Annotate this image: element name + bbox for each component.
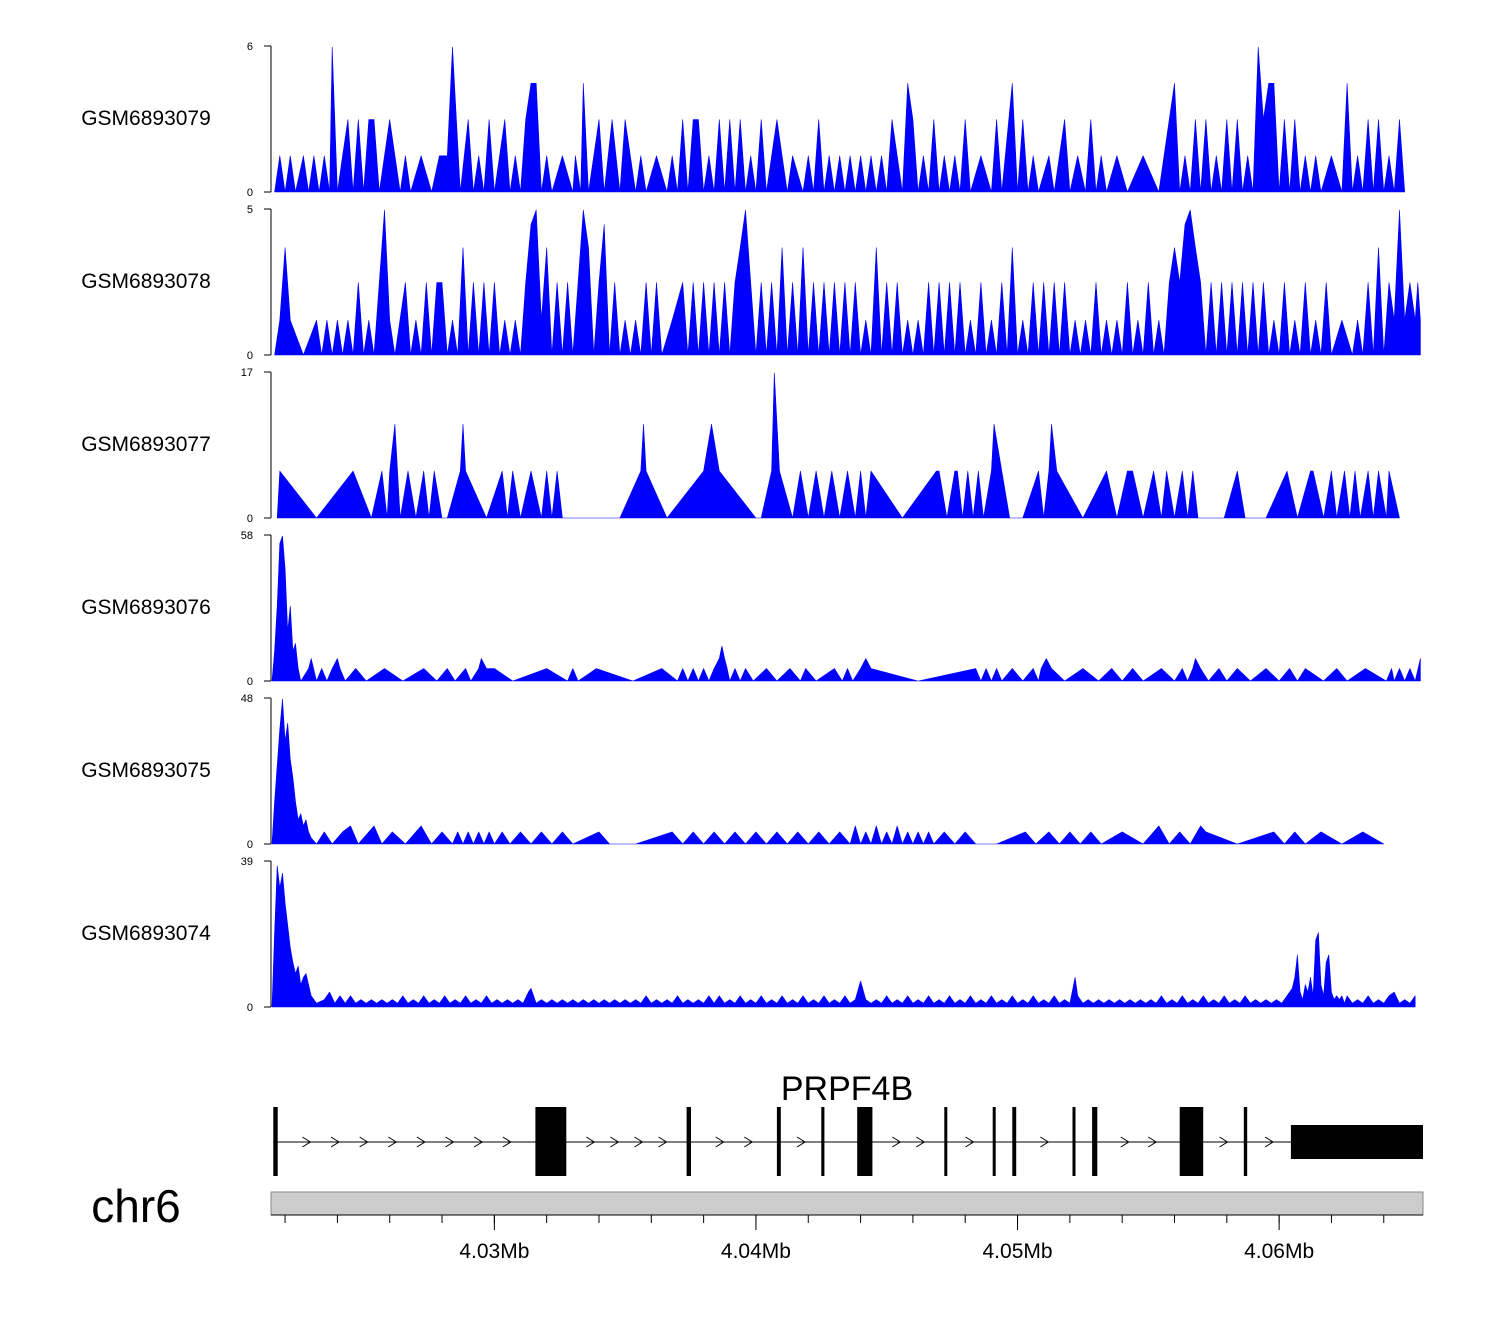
- coverage-area: [271, 865, 1416, 1008]
- strand-arrow: [445, 1136, 455, 1148]
- x-tick-label: 4.04Mb: [721, 1240, 791, 1263]
- exon: [944, 1107, 948, 1176]
- exon: [686, 1107, 691, 1176]
- strand-arrow: [610, 1136, 620, 1148]
- strand-arrow: [416, 1136, 426, 1148]
- track-GSM6893078: GSM6893078 5 0: [81, 204, 1421, 362]
- strand-arrow: [658, 1136, 668, 1148]
- y-tick-label: 5: [247, 204, 253, 216]
- x-tick-label: 4.03Mb: [459, 1240, 529, 1263]
- y-tick-label: 17: [241, 367, 253, 379]
- exon: [1072, 1107, 1076, 1176]
- coverage-area: [274, 209, 1421, 356]
- strand-arrow: [1147, 1136, 1158, 1148]
- strand-arrow: [715, 1136, 725, 1148]
- y-tick-label: 6: [247, 41, 253, 53]
- coverage-tracks: GSM689307960GSM689307850GSM6893077170GSM…: [81, 41, 1421, 1014]
- exon: [1243, 1107, 1248, 1176]
- track-GSM6893076: GSM6893076 58 0: [81, 530, 1421, 688]
- track-GSM6893079: GSM6893079 6 0: [81, 41, 1405, 199]
- gene-model-track: PRPF4B: [273, 1070, 1423, 1176]
- exon: [1290, 1125, 1423, 1159]
- track-GSM6893074: GSM6893074 39 0: [81, 856, 1416, 1014]
- x-tick-label: 4.06Mb: [1244, 1240, 1314, 1263]
- strand-arrow: [892, 1136, 902, 1148]
- exon: [776, 1107, 781, 1176]
- exon: [857, 1107, 873, 1176]
- exon: [992, 1107, 996, 1176]
- strand-arrow: [634, 1136, 644, 1148]
- x-tick-label: 4.05Mb: [983, 1240, 1053, 1263]
- strand-arrow: [1264, 1136, 1274, 1148]
- coverage-area: [276, 372, 1400, 519]
- exon: [1092, 1107, 1098, 1176]
- strand-arrow: [502, 1136, 512, 1148]
- strand-arrow: [744, 1136, 754, 1148]
- y-tick-label: 0: [247, 676, 253, 688]
- y-tick-label: 0: [247, 187, 253, 199]
- y-tick-label: 48: [241, 693, 253, 705]
- exon: [535, 1107, 567, 1176]
- exon: [1012, 1107, 1017, 1176]
- track-label: GSM6893076: [81, 596, 211, 619]
- track-label: GSM6893078: [81, 270, 211, 293]
- strand-arrow: [330, 1136, 340, 1148]
- exon: [821, 1107, 825, 1176]
- track-GSM6893077: GSM6893077 17 0: [81, 367, 1400, 525]
- strand-arrow: [388, 1136, 398, 1148]
- strand-arrow: [359, 1136, 369, 1148]
- coverage-area: [271, 698, 1385, 845]
- y-tick-label: 58: [241, 530, 253, 542]
- y-tick-label: 0: [247, 1002, 253, 1014]
- strand-arrow: [916, 1136, 926, 1148]
- chromosome-ideogram: [270, 1191, 1424, 1216]
- track-label: GSM6893074: [81, 922, 211, 945]
- y-tick-label: 0: [247, 513, 253, 525]
- strand-arrow: [473, 1136, 484, 1148]
- exon: [273, 1107, 278, 1176]
- strand-arrow: [302, 1136, 312, 1148]
- track-GSM6893075: GSM6893075 48 0: [81, 693, 1385, 851]
- track-label: GSM6893077: [81, 433, 211, 456]
- chromosome-label: chr6: [91, 1180, 180, 1232]
- track-label: GSM6893079: [81, 107, 211, 130]
- strand-arrow: [1120, 1136, 1130, 1148]
- track-label: GSM6893075: [81, 759, 211, 782]
- strand-arrow: [586, 1136, 596, 1148]
- coverage-area: [274, 46, 1405, 193]
- coverage-area: [271, 535, 1421, 682]
- strand-arrow: [796, 1136, 807, 1148]
- genomic-axis: 4.03Mb 4.04Mb 4.05Mb 4.06Mb: [270, 1191, 1424, 1263]
- y-tick-label: 0: [247, 350, 253, 362]
- y-tick-label: 0: [247, 839, 253, 851]
- strand-arrow: [1040, 1136, 1050, 1148]
- gene-name-label: PRPF4B: [781, 1070, 913, 1108]
- exon: [1179, 1107, 1204, 1176]
- strand-arrow: [1219, 1136, 1229, 1148]
- y-tick-label: 39: [241, 856, 253, 868]
- strand-arrow: [965, 1136, 975, 1148]
